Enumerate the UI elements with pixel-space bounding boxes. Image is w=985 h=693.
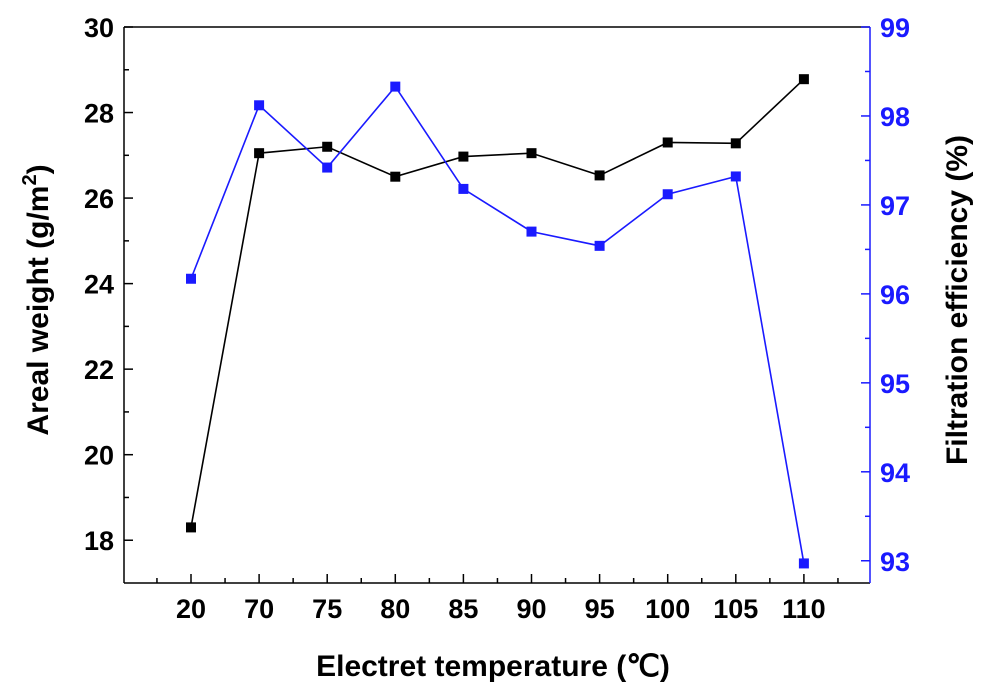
- series-layer: [186, 74, 809, 569]
- x-tick-label: 70: [244, 594, 274, 624]
- right-tick-label: 93: [880, 547, 910, 577]
- x-axis-title: Electret temperature (℃): [316, 650, 670, 683]
- data-point-right: [186, 273, 196, 284]
- left-axis-ticks: 18 20 22 24 26 28 30: [84, 13, 133, 556]
- data-point-left: [662, 137, 673, 148]
- left-tick-label: 18: [84, 526, 114, 556]
- data-point-right: [730, 171, 741, 182]
- right-tick-label: 95: [880, 369, 910, 399]
- right-tick-label: 94: [880, 458, 910, 488]
- x-tick-label: 100: [645, 594, 690, 624]
- x-tick-label: 90: [516, 594, 546, 624]
- data-point-left: [594, 170, 605, 181]
- data-point-right: [458, 183, 469, 194]
- x-tick-label: 105: [713, 594, 758, 624]
- left-tick-label: 24: [84, 270, 114, 300]
- data-point-left: [798, 74, 809, 85]
- left-axis-title-main: Areal weight (g/m: [22, 186, 55, 436]
- series-line-left: [190, 78, 805, 528]
- right-axis-ticks: 93 94 95 96 97 98 99: [861, 13, 910, 577]
- data-point-right: [526, 226, 537, 237]
- data-point-right: [390, 81, 401, 92]
- left-tick-label: 30: [84, 13, 114, 43]
- data-point-right: [798, 558, 809, 569]
- x-tick-label: 110: [782, 594, 826, 624]
- data-point-left: [322, 141, 333, 152]
- right-tick-label: 96: [880, 280, 910, 310]
- right-tick-label: 99: [880, 13, 910, 43]
- data-point-right: [662, 189, 673, 200]
- data-point-left: [254, 148, 265, 159]
- left-tick-label: 20: [84, 441, 114, 471]
- data-point-left: [730, 138, 741, 149]
- data-point-left: [526, 148, 537, 159]
- data-point-right: [594, 240, 605, 251]
- left-axis-title-superscript: 2: [19, 174, 41, 185]
- x-axis-ticks: 20 70 75 80 85 90 95 100 105 110: [156, 574, 839, 624]
- x-tick-label: 85: [448, 594, 478, 624]
- x-tick-label: 20: [176, 594, 206, 624]
- right-tick-label: 97: [880, 191, 910, 221]
- series-left: [186, 74, 809, 533]
- data-point-right: [254, 100, 265, 111]
- data-point-right: [322, 162, 333, 173]
- right-tick-label: 98: [880, 102, 910, 132]
- left-axis-title-tail: ): [22, 164, 55, 174]
- data-point-left: [458, 151, 469, 162]
- data-point-left: [390, 171, 401, 182]
- series-line-right: [190, 85, 805, 564]
- axes: [123, 26, 871, 584]
- series-right: [186, 81, 809, 569]
- left-tick-label: 28: [84, 99, 114, 129]
- right-axis-title: Filtration efficiency (%): [941, 135, 974, 465]
- x-tick-label: 80: [380, 594, 410, 624]
- left-tick-label: 22: [84, 355, 114, 385]
- left-tick-label: 26: [84, 184, 114, 214]
- data-point-left: [186, 522, 196, 533]
- left-axis-title: Areal weight (g/m2): [19, 164, 55, 435]
- x-tick-label: 95: [585, 594, 615, 624]
- x-tick-label: 75: [312, 594, 342, 624]
